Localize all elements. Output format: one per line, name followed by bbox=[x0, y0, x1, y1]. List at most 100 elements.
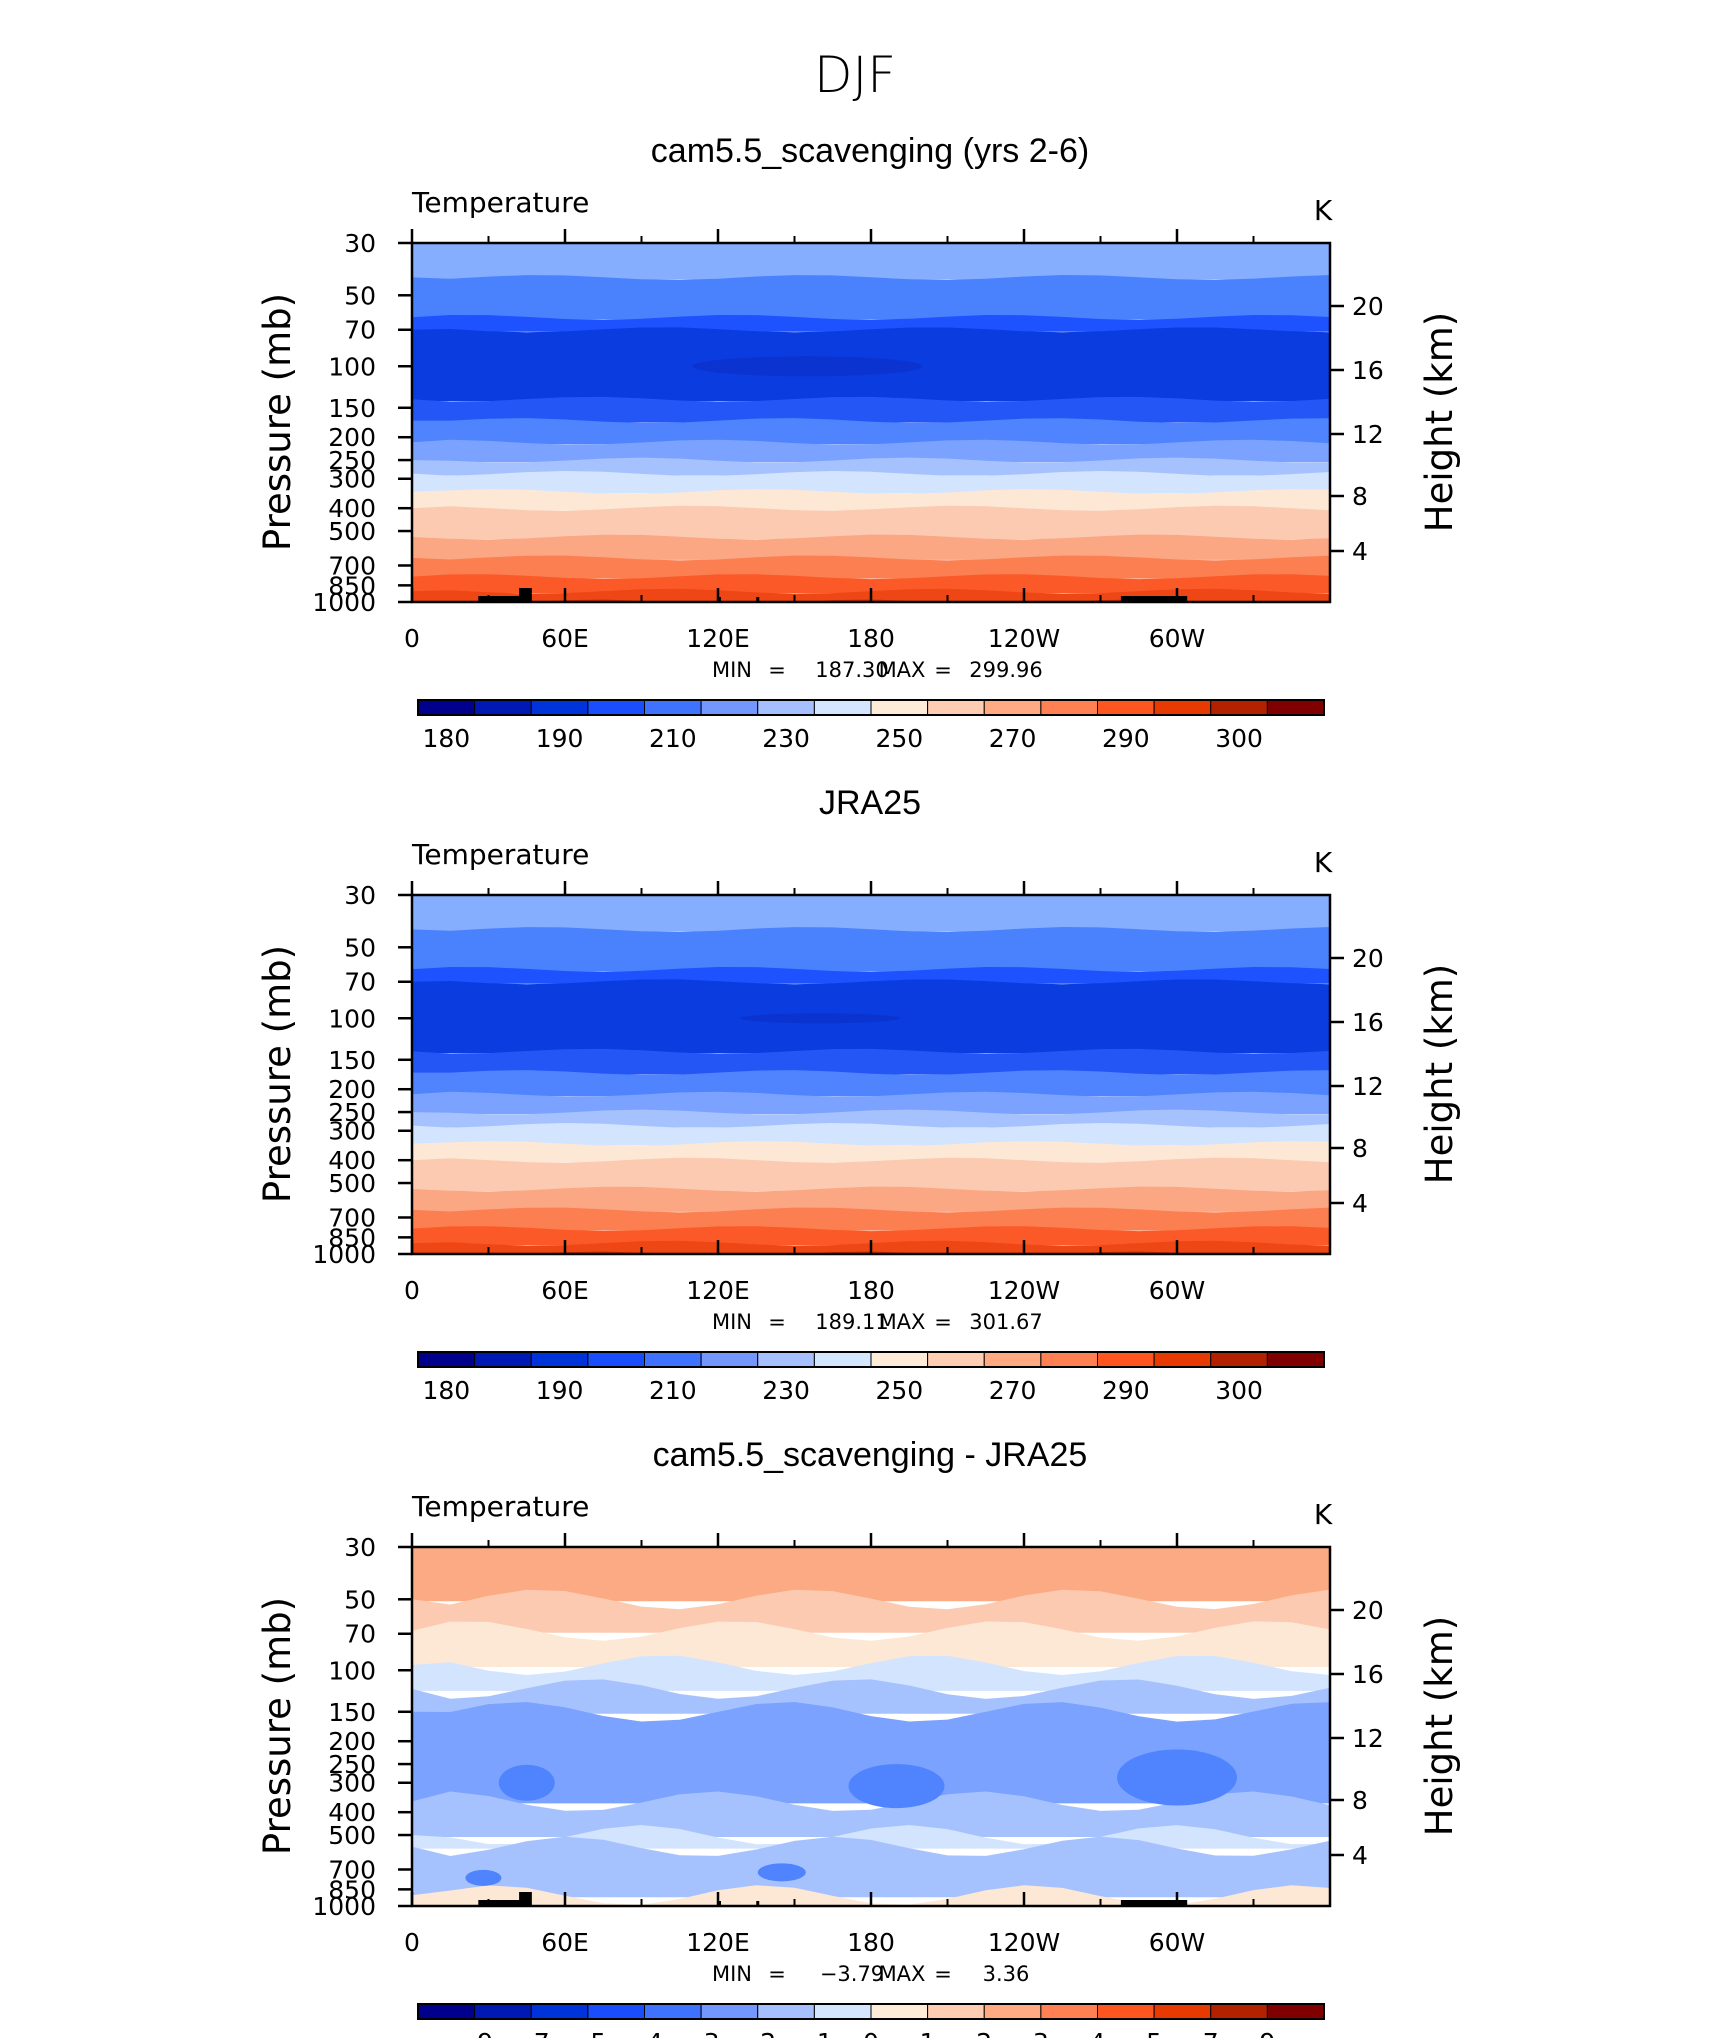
y-tick-label: 30 bbox=[344, 881, 376, 910]
contour-band bbox=[412, 1207, 1330, 1231]
min-label: MIN bbox=[712, 1962, 752, 1986]
colorbar-label: −9 bbox=[456, 2028, 493, 2038]
panel-title: JRA25 bbox=[819, 784, 921, 822]
units-label: K bbox=[1314, 1498, 1333, 1531]
colorbar-label: 250 bbox=[875, 1376, 923, 1405]
colorbar-swatch bbox=[813, 2003, 872, 2020]
contour-band bbox=[412, 439, 1330, 463]
topography-mask bbox=[478, 1900, 530, 1906]
x-tick-label: 120E bbox=[686, 1276, 750, 1305]
contour-band bbox=[412, 1226, 1330, 1246]
y-tick-label: 300 bbox=[328, 465, 376, 494]
colorbar-swatch bbox=[1153, 2003, 1212, 2020]
colorbar-swatch bbox=[1266, 699, 1325, 716]
x-tick-label: 0 bbox=[404, 1276, 420, 1305]
panel-left-label: Temperature bbox=[411, 186, 589, 219]
colorbar-swatch bbox=[417, 2003, 476, 2020]
min-equals: = bbox=[768, 1962, 786, 1986]
contour-band bbox=[412, 1621, 1330, 1668]
contour-band bbox=[412, 243, 1330, 280]
y-tick-label: 400 bbox=[328, 494, 376, 523]
max-label: MAX bbox=[879, 1310, 926, 1334]
colorbar-swatch bbox=[983, 2003, 1042, 2020]
y-tick-label: 1000 bbox=[312, 588, 376, 617]
colorbar-swatch bbox=[813, 1351, 872, 1368]
max-value: 301.67 bbox=[969, 1310, 1042, 1334]
right-tick-label: 8 bbox=[1352, 1134, 1368, 1163]
topography-mask bbox=[519, 1892, 532, 1906]
colorbar-swatch bbox=[417, 1351, 476, 1368]
right-tick-label: 12 bbox=[1352, 1724, 1384, 1753]
contour-band bbox=[412, 1836, 1330, 1898]
topography-mask bbox=[756, 597, 760, 602]
colorbar-label: 190 bbox=[536, 724, 584, 753]
colorbar-label: 300 bbox=[1215, 1376, 1263, 1405]
negative-anomaly-contour bbox=[465, 1869, 502, 1886]
contour-band bbox=[412, 275, 1330, 320]
max-label: MAX bbox=[879, 1962, 926, 1986]
panel-3: cam5.5_scavenging - JRA25 Temperature K 0 60… bbox=[256, 1436, 1461, 2038]
contour-band bbox=[412, 574, 1330, 594]
colorbar-swatch bbox=[587, 699, 645, 716]
y-tick-label: 300 bbox=[328, 1769, 376, 1798]
x-tick-label: 60W bbox=[1149, 624, 1206, 653]
cold-core-contour bbox=[740, 1013, 900, 1024]
y-tick-label: 150 bbox=[328, 1046, 376, 1075]
y-right-axis-title: Height (km) bbox=[1418, 1616, 1461, 1836]
y-tick-label: 50 bbox=[344, 933, 376, 962]
panel-left-label: Temperature bbox=[411, 838, 589, 871]
contour-band bbox=[412, 471, 1330, 494]
x-tick-label: 60E bbox=[541, 1928, 589, 1957]
right-tick-label: 16 bbox=[1352, 1660, 1384, 1689]
colorbar-label: 190 bbox=[536, 1376, 584, 1405]
colorbar-swatch bbox=[927, 1351, 985, 1368]
contour-band bbox=[412, 1157, 1330, 1192]
y-tick-label: 700 bbox=[328, 551, 376, 580]
colorbar-label: 0 bbox=[863, 2028, 879, 2038]
max-value: 3.36 bbox=[983, 1962, 1030, 1986]
min-value: −3.79 bbox=[820, 1962, 884, 1986]
negative-anomaly-contour bbox=[848, 1764, 945, 1809]
x-tick-label: 120W bbox=[988, 1276, 1060, 1305]
y-tick-label: 70 bbox=[344, 316, 376, 345]
colorbar-swatch bbox=[417, 699, 476, 716]
colorbar-swatch bbox=[757, 1351, 815, 1368]
contour-band bbox=[412, 1141, 1330, 1163]
right-tick-label: 12 bbox=[1352, 420, 1384, 449]
colorbar-swatch bbox=[700, 2003, 759, 2020]
x-tick-label: 60E bbox=[541, 624, 589, 653]
units-label: K bbox=[1314, 194, 1333, 227]
max-label: MAX bbox=[879, 658, 926, 682]
colorbar-label: −5 bbox=[569, 2028, 606, 2038]
panels: cam5.5_scavenging (yrs 2-6) Temperature K 0… bbox=[256, 132, 1461, 2038]
y-tick-label: 500 bbox=[328, 1169, 376, 1198]
contour-band bbox=[412, 489, 1330, 511]
colorbar-swatch bbox=[474, 2003, 532, 2020]
colorbar-swatch bbox=[474, 1351, 532, 1368]
y-tick-label: 500 bbox=[328, 517, 376, 546]
figure-title: DJF bbox=[814, 46, 896, 104]
colorbar-label: 300 bbox=[1215, 724, 1263, 753]
colorbar-swatch bbox=[530, 1351, 589, 1368]
y-right-axis-title: Height (km) bbox=[1418, 312, 1461, 532]
colorbar-swatch bbox=[1266, 1351, 1325, 1368]
x-tick-label: 120W bbox=[988, 1928, 1060, 1957]
y-tick-label: 150 bbox=[328, 394, 376, 423]
contour-band bbox=[412, 1702, 1330, 1804]
y-tick-label: 250 bbox=[328, 1098, 376, 1127]
colorbar-swatch bbox=[1097, 1351, 1155, 1368]
plot-area bbox=[412, 243, 1330, 602]
colorbar-label: −3 bbox=[683, 2028, 720, 2038]
y-tick-label: 850 bbox=[328, 1875, 376, 1904]
contour-band bbox=[412, 1589, 1330, 1633]
colorbar-swatch bbox=[644, 1351, 702, 1368]
topography-mask bbox=[718, 1901, 721, 1906]
x-tick-label: 0 bbox=[404, 1928, 420, 1957]
colorbar-swatch bbox=[870, 699, 929, 716]
y-tick-label: 700 bbox=[328, 1203, 376, 1232]
y-tick-label: 1000 bbox=[312, 1240, 376, 1269]
min-label: MIN bbox=[712, 1310, 752, 1334]
contour-band bbox=[412, 927, 1330, 972]
contour-band bbox=[412, 1091, 1330, 1115]
